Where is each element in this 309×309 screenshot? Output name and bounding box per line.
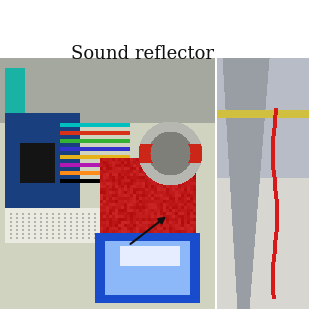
Text: Sound reflector: Sound reflector — [71, 44, 214, 63]
